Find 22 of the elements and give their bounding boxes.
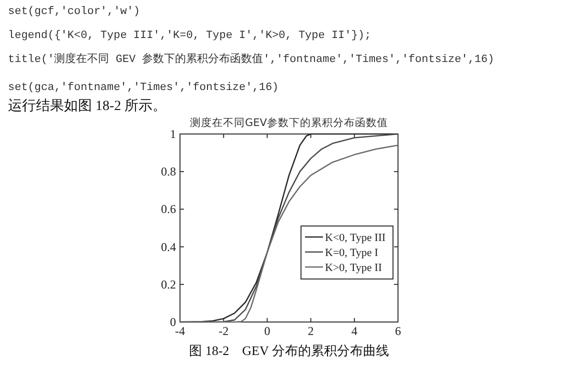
y-tick-label: 0.2 [161, 277, 176, 292]
caption: 图 18-2 GEV 分布的累积分布曲线 [189, 343, 389, 358]
text: set(gca,'fontname','Times','fontsize',16) [8, 82, 279, 94]
chart-title: 测度在不同GEV参数下的累积分布函数值 [190, 116, 388, 129]
legend-label: K<0, Type III [325, 232, 386, 244]
y-tick-label: 0.8 [161, 164, 176, 179]
text: set(gcf,'color','w') [8, 6, 140, 18]
x-tick-label: -2 [218, 324, 229, 338]
x-tick-label: 4 [351, 324, 358, 338]
text: title('测度在不同 GEV 参数下的累积分布函数值','fontname','Times','fontsize',16) [8, 52, 494, 66]
legend-label: K=0, Type I [325, 247, 379, 259]
y-tick-label: 0 [170, 315, 176, 329]
y-tick-label: 0.6 [161, 202, 176, 216]
y-tick-label: 0.4 [161, 240, 176, 254]
text: 运行结果如图 18-2 所示。 [8, 98, 167, 114]
legend-label: K>0, Type II [325, 262, 382, 274]
x-tick-label: 6 [395, 324, 401, 338]
y-tick-label: 1 [170, 127, 176, 141]
x-tick-label: 0 [264, 324, 270, 338]
x-tick-label: -4 [175, 324, 185, 338]
x-tick-label: 2 [308, 324, 314, 338]
text: legend({'K<0, Type III','K=0, Type I','K>0, Type II'}); [8, 30, 372, 42]
